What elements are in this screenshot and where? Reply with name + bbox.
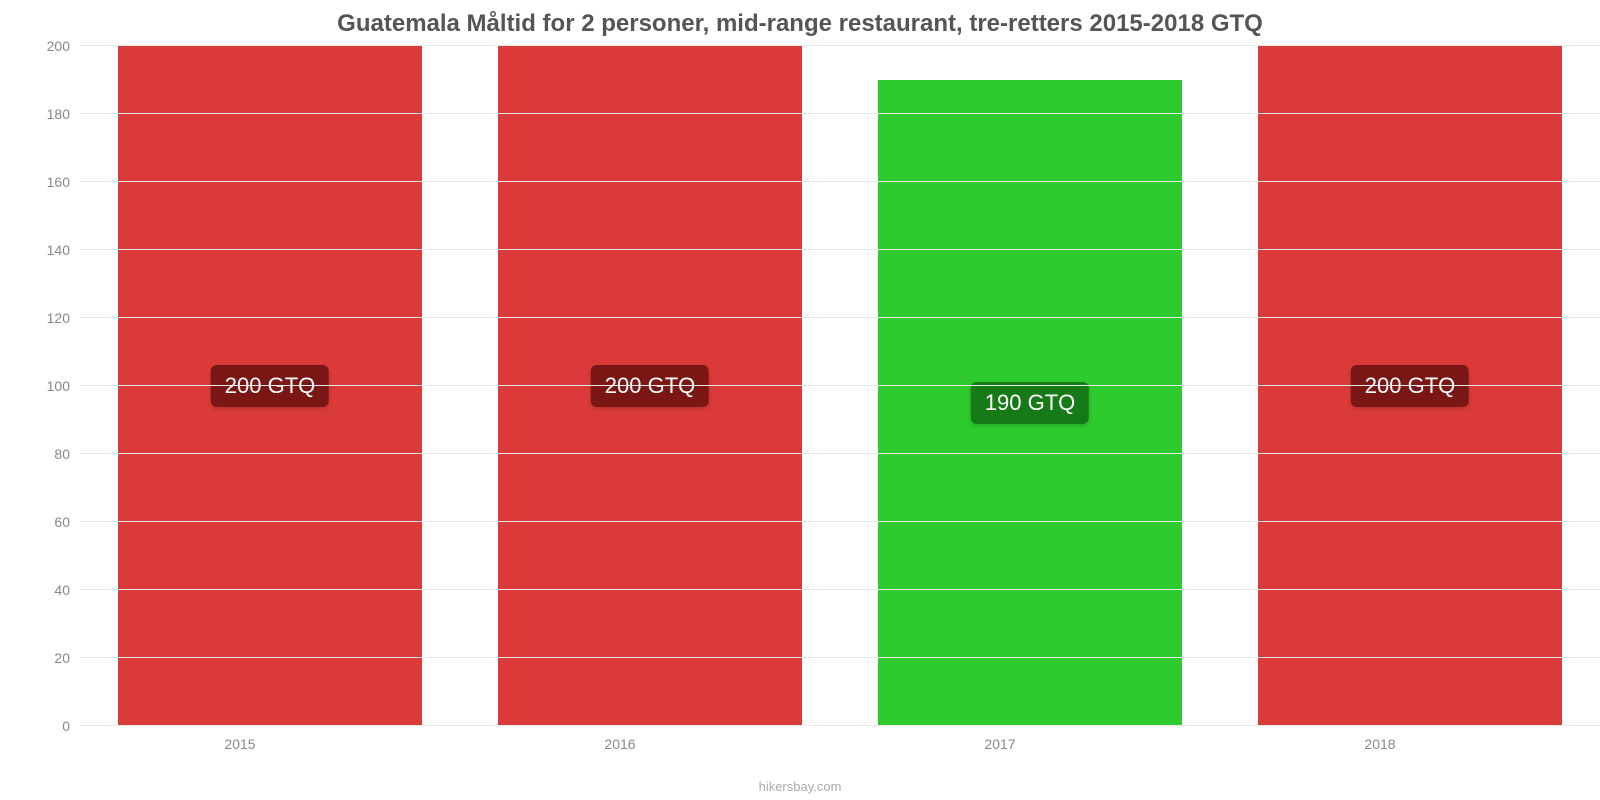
y-tick-label: 160 bbox=[30, 174, 80, 190]
y-tick-label: 140 bbox=[30, 242, 80, 258]
gridline bbox=[80, 317, 1600, 318]
credit-text: hikersbay.com bbox=[0, 779, 1600, 794]
value-badge: 190 GTQ bbox=[971, 382, 1089, 424]
bar: 200 GTQ bbox=[118, 46, 422, 726]
value-badge: 200 GTQ bbox=[591, 365, 709, 407]
gridline bbox=[80, 657, 1600, 658]
value-badge: 200 GTQ bbox=[211, 365, 329, 407]
x-axis-labels: 2015201620172018 bbox=[50, 736, 1570, 752]
value-badge: 200 GTQ bbox=[1351, 365, 1469, 407]
bar-slot: 200 GTQ bbox=[80, 46, 460, 726]
bar: 200 GTQ bbox=[1258, 46, 1562, 726]
gridline bbox=[80, 589, 1600, 590]
gridline bbox=[80, 725, 1600, 726]
y-tick-label: 180 bbox=[30, 106, 80, 122]
gridline bbox=[80, 385, 1600, 386]
x-tick-label: 2017 bbox=[810, 736, 1190, 752]
chart-title: Guatemala Måltid for 2 personer, mid-ran… bbox=[30, 10, 1570, 38]
gridline bbox=[80, 453, 1600, 454]
y-tick-label: 20 bbox=[30, 650, 80, 666]
y-tick-label: 60 bbox=[30, 514, 80, 530]
bar: 200 GTQ bbox=[498, 46, 802, 726]
bar-slot: 190 GTQ bbox=[840, 46, 1220, 726]
gridline bbox=[80, 45, 1600, 46]
bar-slot: 200 GTQ bbox=[460, 46, 840, 726]
x-tick-label: 2016 bbox=[430, 736, 810, 752]
y-tick-label: 100 bbox=[30, 378, 80, 394]
plot-area: 200 GTQ200 GTQ190 GTQ200 GTQ 02040608010… bbox=[80, 46, 1600, 726]
y-tick-label: 0 bbox=[30, 718, 80, 734]
bar: 190 GTQ bbox=[878, 80, 1182, 726]
y-tick-label: 80 bbox=[30, 446, 80, 462]
gridline bbox=[80, 113, 1600, 114]
y-tick-label: 40 bbox=[30, 582, 80, 598]
gridline bbox=[80, 181, 1600, 182]
gridline bbox=[80, 521, 1600, 522]
x-tick-label: 2015 bbox=[50, 736, 430, 752]
x-tick-label: 2018 bbox=[1190, 736, 1570, 752]
gridline bbox=[80, 249, 1600, 250]
y-tick-label: 200 bbox=[30, 38, 80, 54]
chart-container: Guatemala Måltid for 2 personer, mid-ran… bbox=[0, 0, 1600, 800]
bars-container: 200 GTQ 200 GTQ 190 GTQ 200 GTQ bbox=[80, 46, 1600, 726]
y-tick-label: 120 bbox=[30, 310, 80, 326]
bar-slot: 200 GTQ bbox=[1220, 46, 1600, 726]
